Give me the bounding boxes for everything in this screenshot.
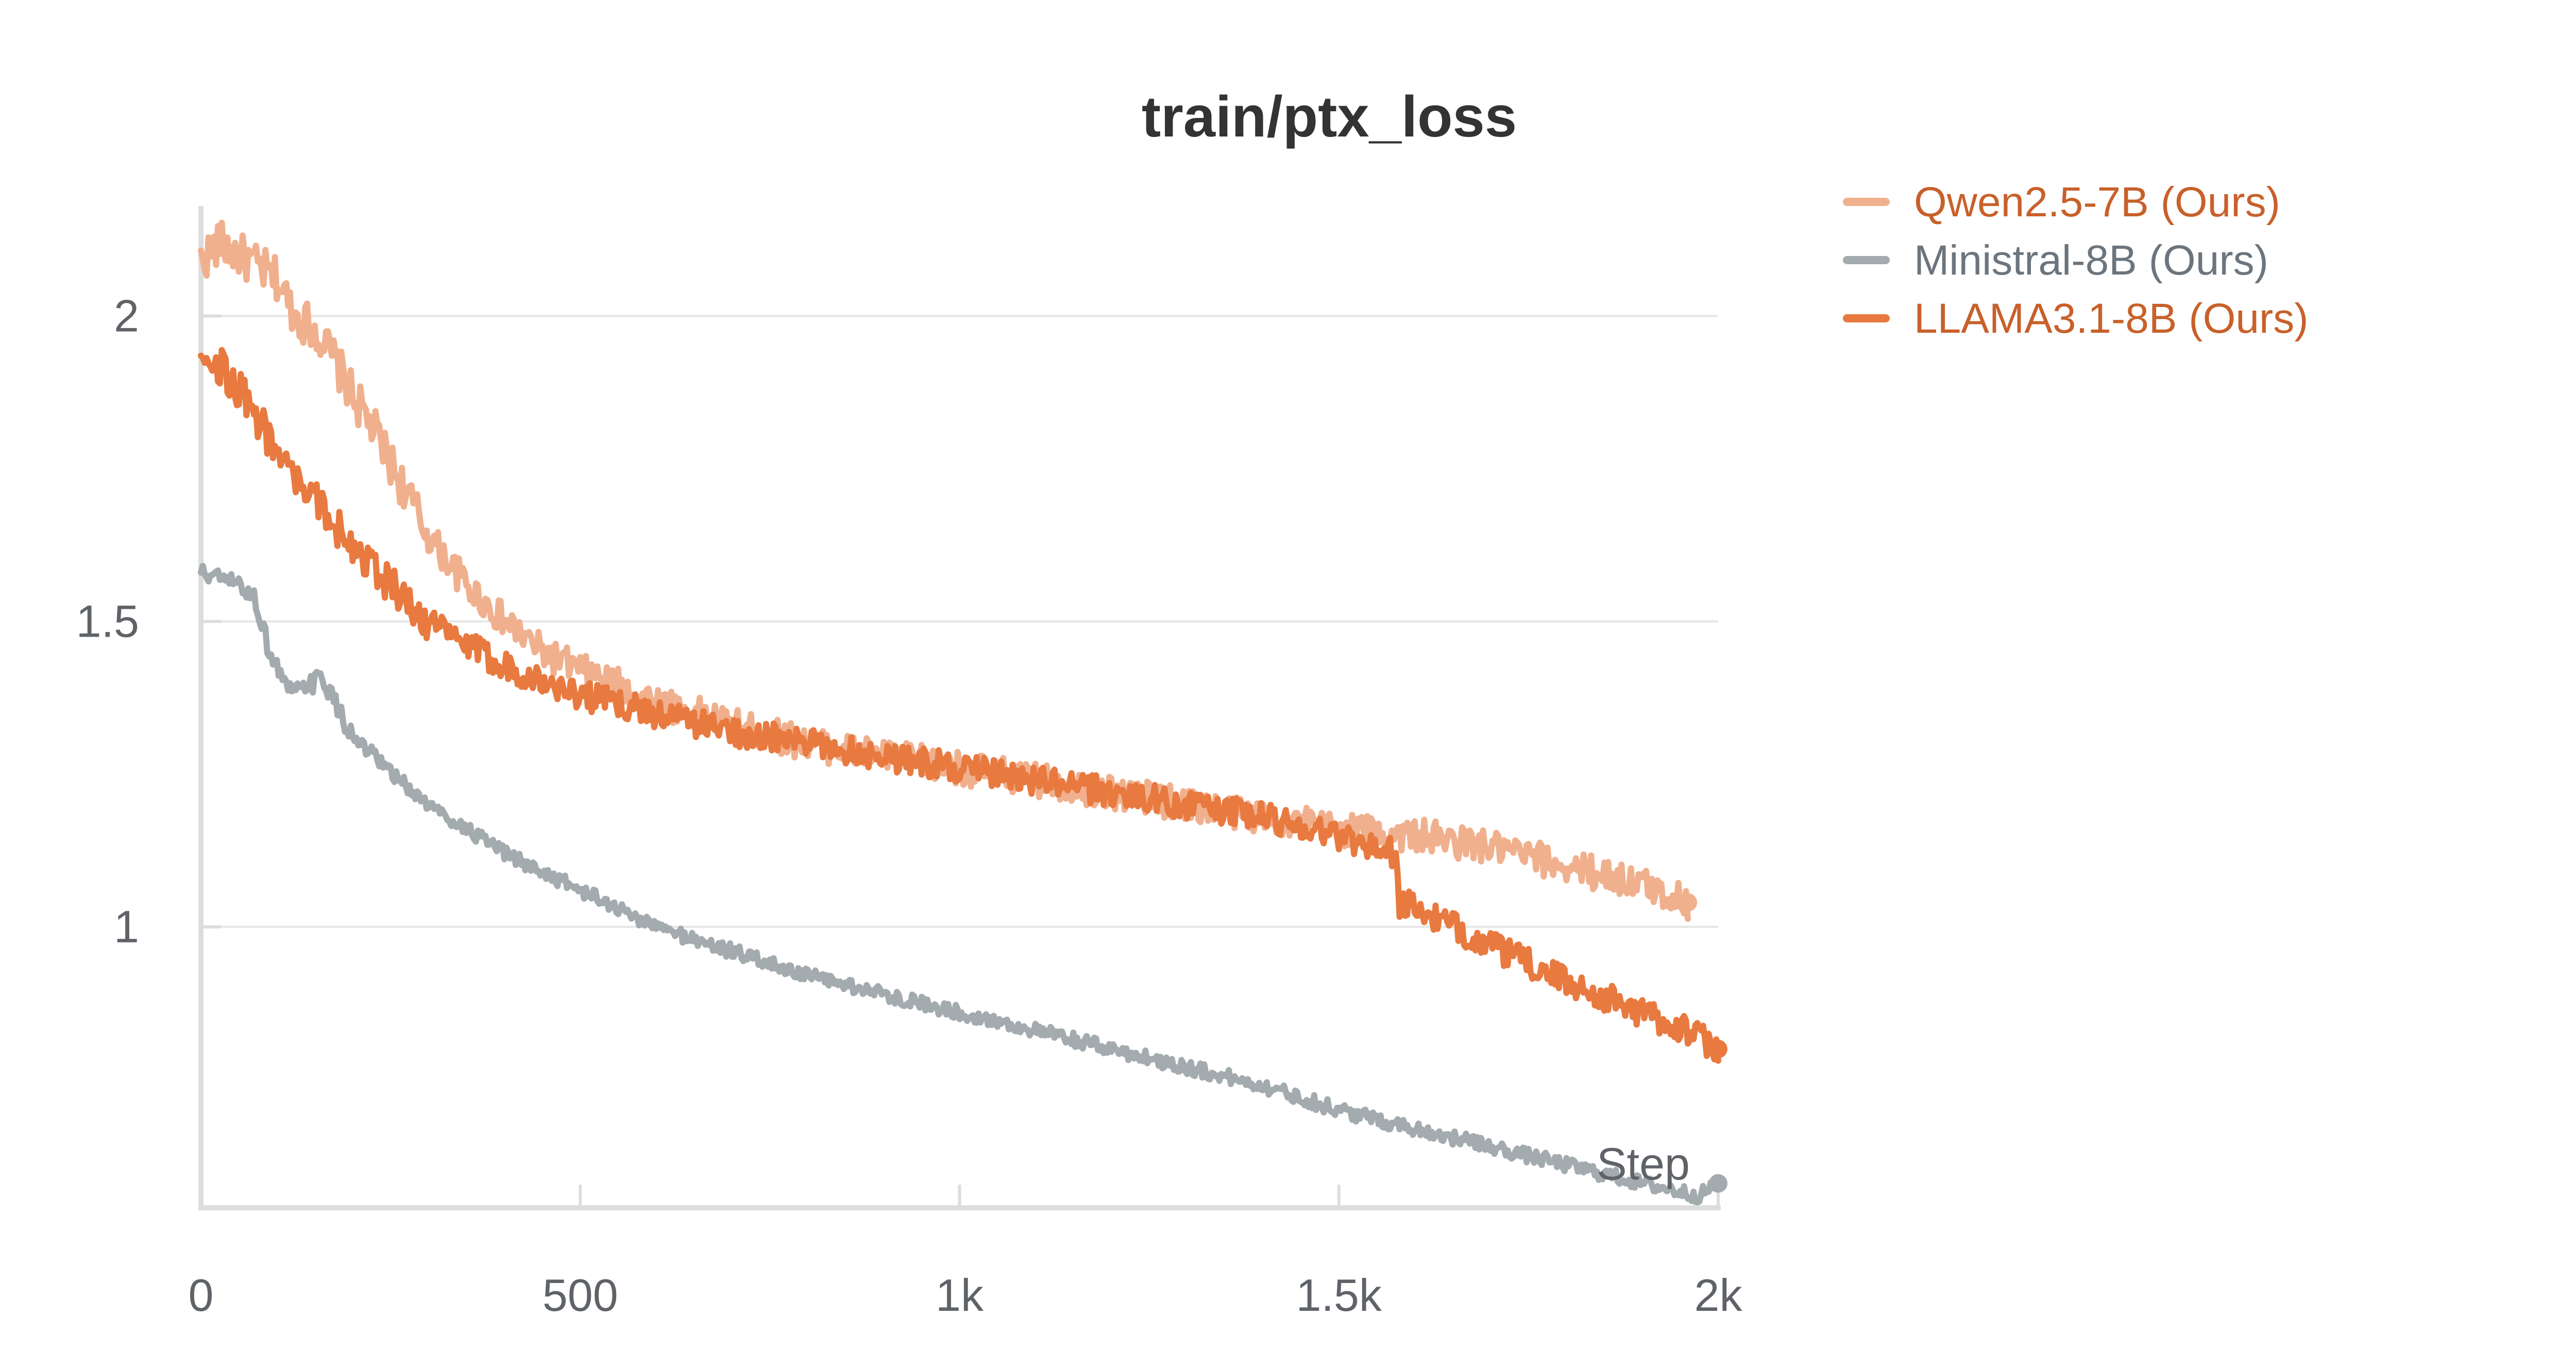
x-tick-label: 500	[543, 1270, 618, 1321]
x-tick-label: 0	[189, 1270, 214, 1321]
legend-label: Qwen2.5-7B (Ours)	[1914, 179, 2280, 226]
series-end-marker	[1679, 893, 1698, 912]
legend-item[interactable]: Qwen2.5-7B (Ours)	[1843, 179, 2280, 226]
x-tick-label: 1.5k	[1296, 1270, 1382, 1321]
series-end-marker	[1709, 1039, 1727, 1058]
axes	[198, 206, 1721, 1210]
series-line-1	[198, 562, 1721, 1206]
y-tick-label: 1.5	[76, 595, 139, 646]
ticks: 1 1.5 2 0 500 1k 1.5k 2k	[76, 290, 1743, 1321]
series-lines	[198, 219, 1727, 1206]
legend-item[interactable]: Ministral-8B (Ours)	[1843, 237, 2268, 284]
legend-item[interactable]: LLAMA3.1-8B (Ours)	[1843, 295, 2309, 342]
x-axis-label: Step	[1597, 1138, 1690, 1189]
legend[interactable]: Qwen2.5-7B (Ours) Ministral-8B (Ours) LLAM…	[1843, 179, 2309, 342]
legend-label: Ministral-8B (Ours)	[1914, 237, 2268, 284]
x-tick-label: 1k	[936, 1270, 984, 1321]
chart-title: train/ptx_loss	[1142, 84, 1517, 149]
series-line-2	[198, 347, 1721, 1064]
x-tick-label: 2k	[1694, 1270, 1743, 1321]
y-tick-label: 2	[114, 290, 139, 341]
series-line-0	[198, 219, 1691, 922]
y-tick-label: 1	[114, 901, 139, 952]
legend-label: LLAMA3.1-8B (Ours)	[1914, 295, 2309, 342]
series-end-marker	[1709, 1174, 1727, 1193]
